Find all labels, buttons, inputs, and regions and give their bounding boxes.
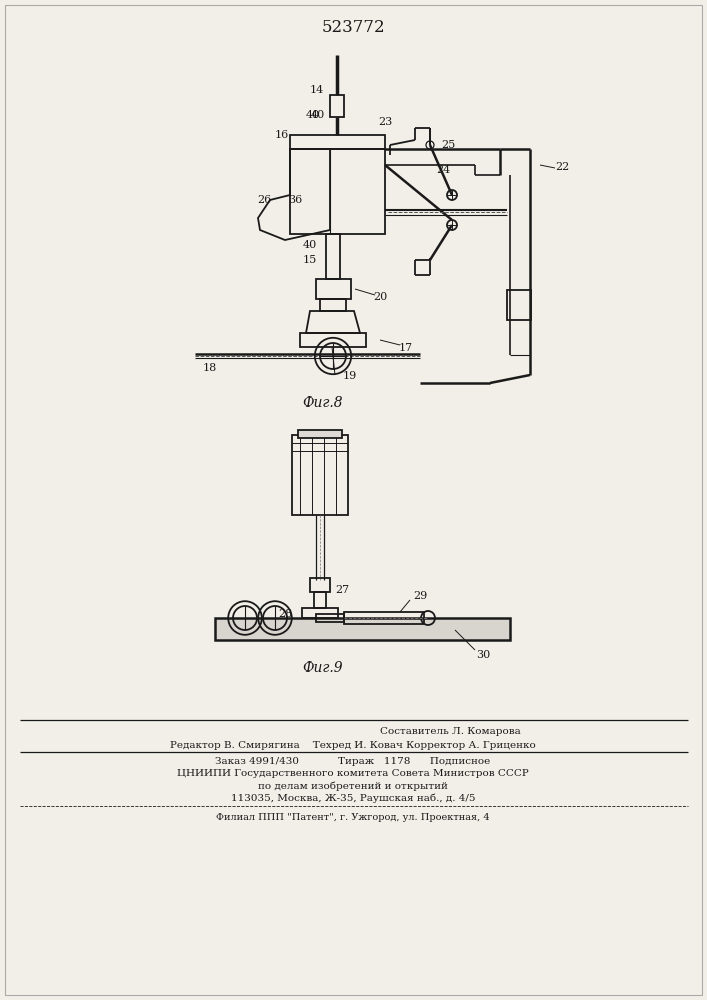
Text: Заказ 4991/430            Тираж   1178      Подписное: Заказ 4991/430 Тираж 1178 Подписное xyxy=(216,758,491,766)
Text: 19: 19 xyxy=(343,371,357,381)
Bar xyxy=(314,592,326,608)
Text: 29: 29 xyxy=(413,591,427,601)
Bar xyxy=(292,435,348,515)
Text: 36: 36 xyxy=(288,195,302,205)
Text: Редактор В. Смирягина    Техред И. Ковач Корректор А. Гриценко: Редактор В. Смирягина Техред И. Ковач Ко… xyxy=(170,740,536,750)
Text: ЦНИИПИ Государственного комитета Совета Министров СССР: ЦНИИПИ Государственного комитета Совета … xyxy=(177,770,529,778)
Bar xyxy=(215,618,510,640)
Text: 30: 30 xyxy=(476,650,490,660)
Bar xyxy=(300,333,366,347)
Text: 40: 40 xyxy=(306,110,320,120)
Text: по делам изобретений и открытий: по делам изобретений и открытий xyxy=(258,781,448,791)
Text: Фиг.8: Фиг.8 xyxy=(303,396,344,410)
Bar xyxy=(320,299,346,311)
Text: 22: 22 xyxy=(555,162,569,172)
Bar xyxy=(298,430,342,438)
Text: 18: 18 xyxy=(203,363,217,373)
Text: 40: 40 xyxy=(311,110,325,120)
Bar xyxy=(507,290,531,320)
Text: 25: 25 xyxy=(441,140,455,150)
Bar xyxy=(302,608,338,618)
Text: Составитель Л. Комарова: Составитель Л. Комарова xyxy=(380,728,520,736)
Text: 26: 26 xyxy=(257,195,271,205)
Text: 523772: 523772 xyxy=(321,19,385,36)
Text: 28: 28 xyxy=(278,609,292,619)
Bar xyxy=(316,614,344,622)
Text: 15: 15 xyxy=(303,255,317,265)
Text: 20: 20 xyxy=(373,292,387,302)
Text: 24: 24 xyxy=(436,165,450,175)
Bar xyxy=(310,578,330,592)
Text: 40: 40 xyxy=(303,240,317,250)
Text: 17: 17 xyxy=(399,343,413,353)
Text: 113035, Москва, Ж-35, Раушская наб., д. 4/5: 113035, Москва, Ж-35, Раушская наб., д. … xyxy=(230,793,475,803)
Bar xyxy=(290,149,385,234)
Text: 16: 16 xyxy=(275,130,289,140)
Bar xyxy=(290,135,385,149)
Bar xyxy=(326,234,340,279)
Bar xyxy=(316,279,351,299)
Text: Фиг.9: Фиг.9 xyxy=(303,661,344,675)
Bar xyxy=(344,612,424,624)
Text: 27: 27 xyxy=(335,585,349,595)
Text: Филиал ППП "Патент", г. Ужгород, ул. Проектная, 4: Филиал ППП "Патент", г. Ужгород, ул. Про… xyxy=(216,812,490,822)
Bar xyxy=(330,95,344,117)
Text: 23: 23 xyxy=(378,117,392,127)
Text: 14: 14 xyxy=(310,85,324,95)
